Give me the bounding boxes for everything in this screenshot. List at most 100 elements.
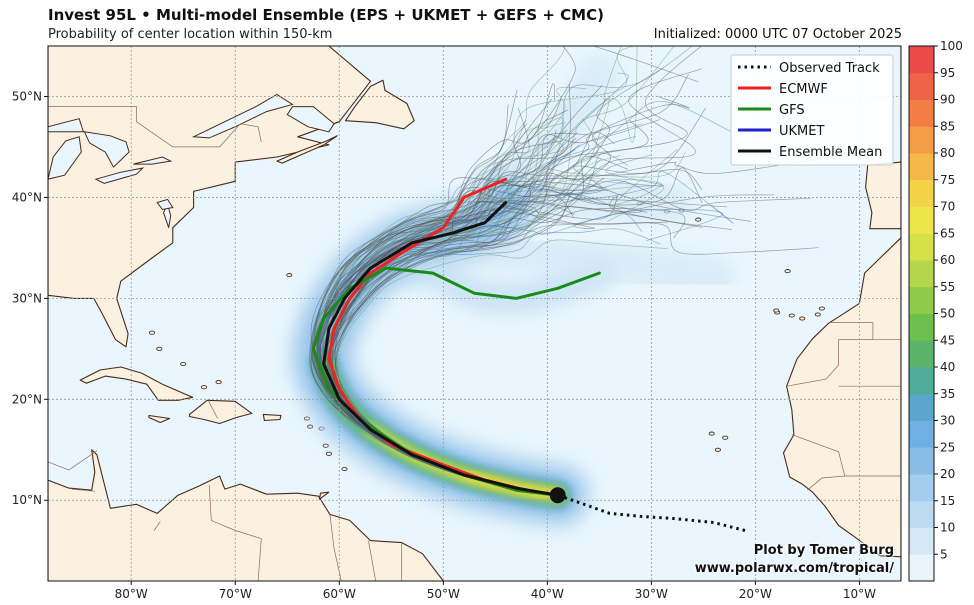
current-position-marker <box>549 487 566 504</box>
island <box>708 431 715 436</box>
colorbar-segment <box>909 393 934 421</box>
political-border <box>153 521 161 531</box>
island <box>286 273 293 278</box>
colorbar-tick-label: 35 <box>940 387 955 401</box>
colorbar-tick-label: 40 <box>940 360 955 374</box>
island <box>814 312 821 317</box>
land-iberia <box>865 161 901 230</box>
colorbar-tick-label: 45 <box>940 333 955 347</box>
lat-tick-label: 10°N <box>12 493 42 507</box>
colorbar-segment <box>909 99 934 127</box>
island <box>148 330 156 335</box>
colorbar-segment <box>909 153 934 181</box>
island <box>341 466 348 472</box>
lon-tick-label: 60°W <box>323 587 356 601</box>
island <box>307 424 314 429</box>
island <box>788 313 795 318</box>
island <box>156 346 163 351</box>
island <box>180 361 187 367</box>
legend-label-ensemble-mean: Ensemble Mean <box>779 145 882 160</box>
land-puerto-rico <box>262 413 282 422</box>
colorbar-segment <box>909 260 934 288</box>
land-newfoundland <box>344 79 415 130</box>
colorbar-tick-label: 30 <box>940 414 955 428</box>
colorbar-tick-label: 10 <box>940 521 955 535</box>
legend: Observed Track ECMWF GFS UKMET Ensemble Mean <box>730 54 894 166</box>
political-border <box>71 488 95 492</box>
chart-title: Invest 95L • Multi-model Ensemble (EPS +… <box>48 6 604 24</box>
land-hispaniola <box>188 399 253 425</box>
island <box>784 269 791 274</box>
observed-track-track <box>557 493 746 532</box>
lake <box>133 156 173 165</box>
lake <box>156 198 174 211</box>
political-border <box>368 540 377 581</box>
colorbar-segment <box>909 420 934 448</box>
land-trinidad <box>318 491 330 500</box>
map-frame <box>47 45 902 582</box>
lon-tick-label: 70°W <box>219 587 252 601</box>
island <box>714 447 721 452</box>
land-west-africa <box>782 46 901 581</box>
lake <box>48 118 85 133</box>
colorbar-segment <box>909 367 934 395</box>
colorbar-segment <box>909 286 934 314</box>
lake <box>83 131 130 168</box>
colorbar-segment <box>909 340 934 368</box>
chart-subtitle: Probability of center location within 15… <box>48 27 333 42</box>
island <box>818 306 825 311</box>
colorbar-tick-label: 60 <box>940 253 955 267</box>
island <box>773 308 780 313</box>
colorbar-tick-label: 5 <box>940 547 948 561</box>
colorbar-tick-label: 75 <box>940 173 955 187</box>
lake <box>48 136 82 180</box>
political-border <box>791 434 901 477</box>
island <box>799 316 806 321</box>
legend-label-ecmwf: ECMWF <box>779 82 828 97</box>
island <box>200 385 208 390</box>
legend-label-observed-track: Observed Track <box>779 61 880 76</box>
political-border <box>48 450 98 471</box>
credit-website[interactable]: www.polarwx.com/tropical/ <box>694 561 894 576</box>
lon-tick-label: 30°W <box>635 587 668 601</box>
island <box>325 451 332 456</box>
colorbar-segment <box>909 126 934 154</box>
land-nova-scotia <box>276 135 338 164</box>
colorbar-tick-label: 100 <box>940 39 963 53</box>
colorbar-tick-label: 50 <box>940 307 955 321</box>
lake <box>191 93 294 139</box>
colorbar-tick-label: 25 <box>940 440 955 454</box>
political-border <box>48 106 262 148</box>
lon-tick-label: 80°W <box>115 587 148 601</box>
island <box>322 443 329 448</box>
colorbar-tick-label: 70 <box>940 200 955 214</box>
ensemble-member-track <box>309 222 558 496</box>
colorbar-tick-label: 20 <box>940 467 955 481</box>
lat-tick-label: 40°N <box>12 190 42 204</box>
colorbar-segment <box>909 500 934 528</box>
lat-tick-label: 50°N <box>12 89 42 103</box>
island <box>722 435 729 440</box>
lon-tick-label: 20°W <box>739 587 772 601</box>
colorbar-segment <box>909 72 934 100</box>
colorbar-segment <box>909 179 934 207</box>
legend-label-ukmet: UKMET <box>779 124 824 139</box>
colorbar-segment <box>909 46 934 74</box>
land-masses <box>48 46 901 581</box>
ensemble-member-track <box>310 98 558 496</box>
colorbar-segment <box>909 206 934 234</box>
ecmwf-track <box>327 177 560 497</box>
colorbar: 5 10 15 20 25 30 35 40 45 50 55 60 65 70 75 80 85 90 95 100 <box>908 39 963 582</box>
colorbar-segment <box>909 474 934 502</box>
island <box>695 217 702 222</box>
initialized-time: Initialized: 0000 UTC 07 October 2025 <box>653 27 902 42</box>
colorbar-tick-label: 55 <box>940 280 955 294</box>
colorbar-segment <box>909 233 934 261</box>
island <box>215 380 222 385</box>
lon-tick-label: 40°W <box>531 587 564 601</box>
colorbar-segment <box>909 554 934 582</box>
axis-ticks: 80°W 70°W 60°W 50°W 40°W 30°W 20°W 10°W 10°N 20°N… <box>12 89 876 601</box>
model-tracks <box>311 177 746 532</box>
land-north-america <box>48 46 372 348</box>
